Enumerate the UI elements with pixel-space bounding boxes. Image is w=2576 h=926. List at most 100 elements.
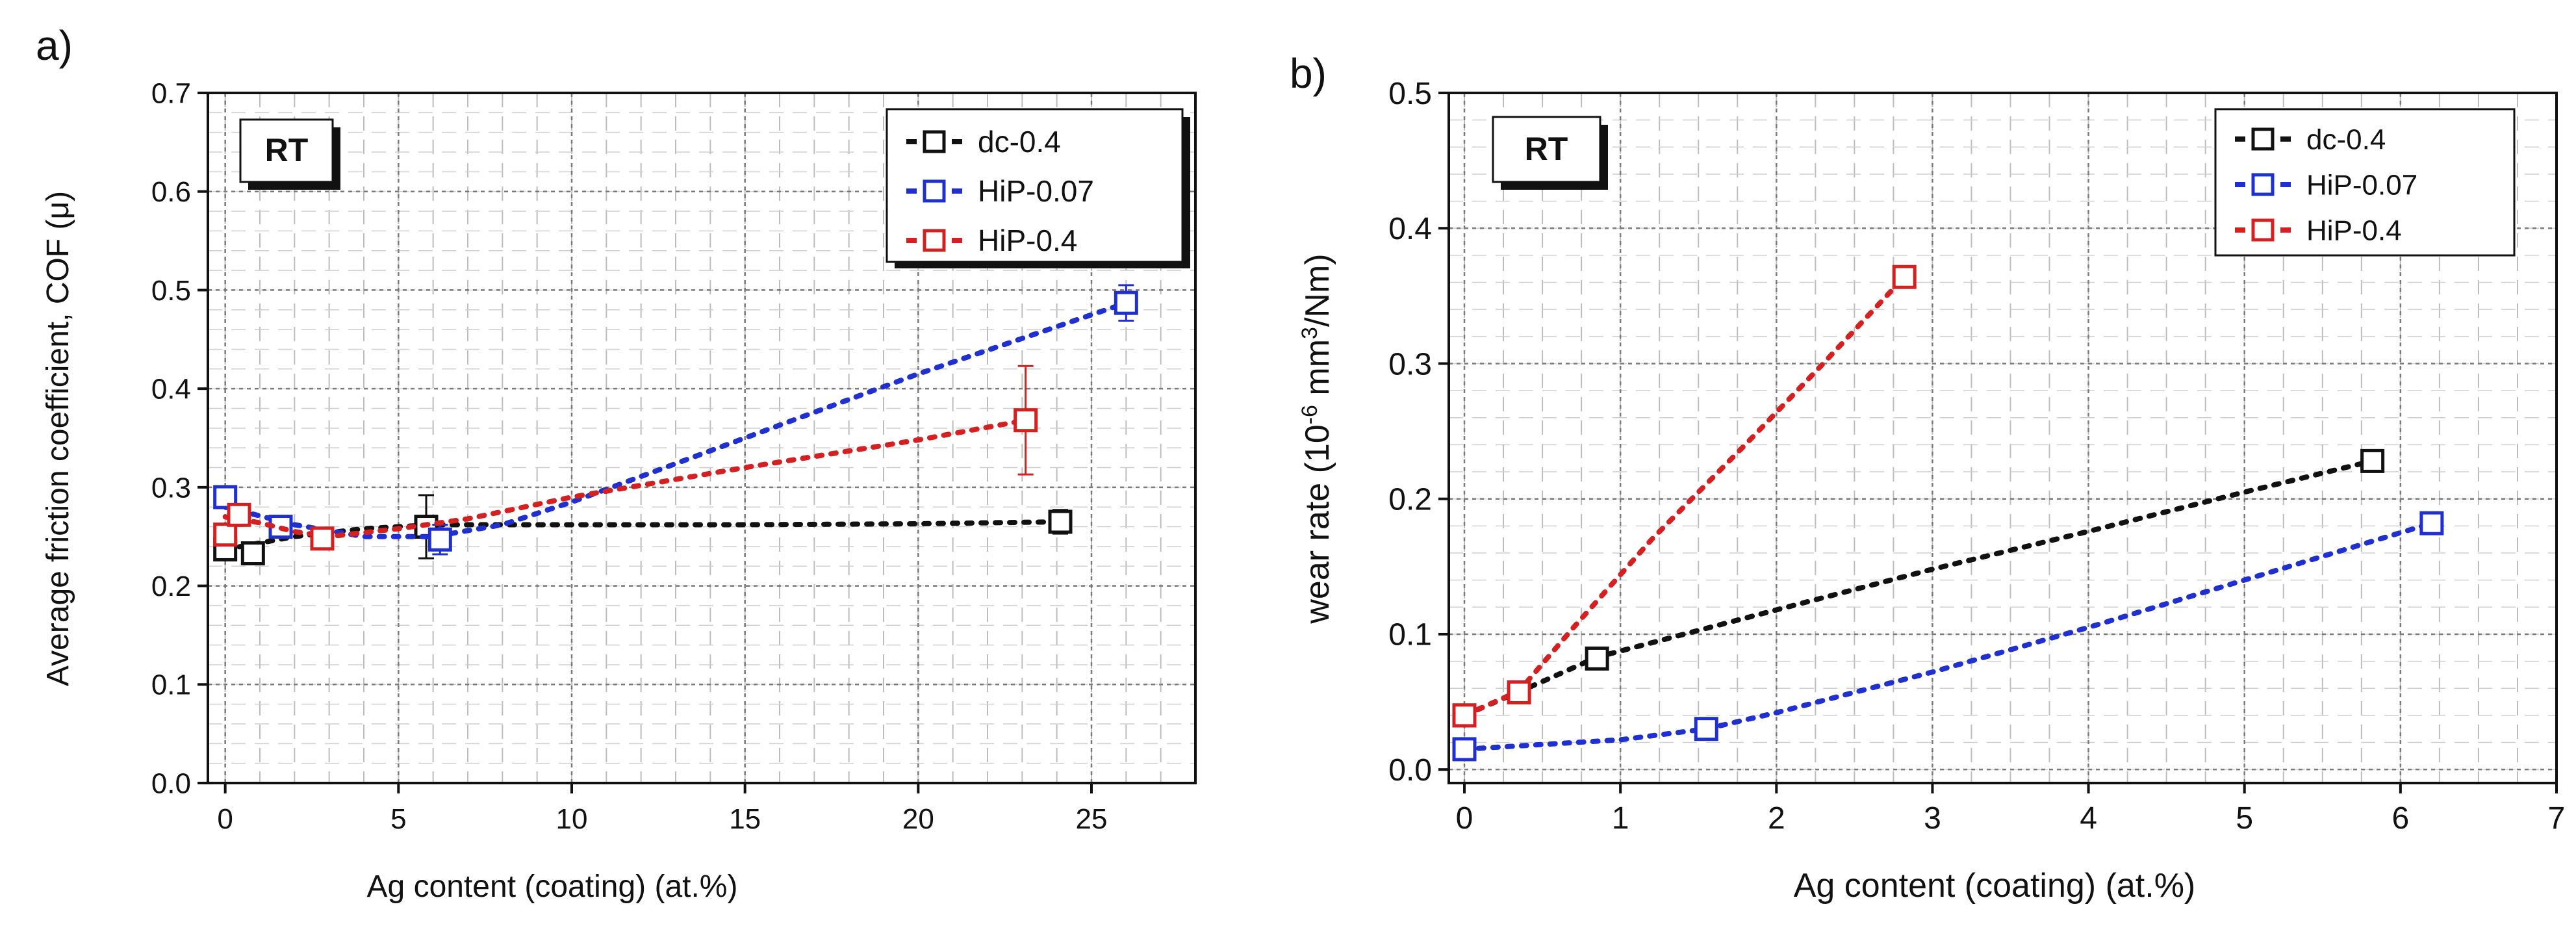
y-tick-label: 0.7 xyxy=(151,77,191,109)
x-tick-label: 6 xyxy=(2392,801,2410,836)
series-dc-0-4 xyxy=(1452,448,2385,728)
y-tick-label: 0.2 xyxy=(151,571,191,602)
legend-label: dc-0.4 xyxy=(2306,123,2386,155)
legend-label: HiP-0.4 xyxy=(978,224,1077,257)
chart-panel-a: a) 0 5 10 15 20 25 0.0 0.1 0.2 0.3 0.4 0.5 0.6 0.7 Ag… xyxy=(36,22,1197,904)
axis-ticks-a: 0 5 10 15 20 25 0.0 0.1 0.2 0.3 0.4 0.5 0.6 0.7 xyxy=(151,77,1108,835)
x-axis-label-b: Ag content (coating) (at.%) xyxy=(1794,867,2196,905)
legend-label: HiP-0.07 xyxy=(2306,169,2417,201)
axis-ticks-b: 0 1 2 3 4 5 6 7 0.0 0.1 0.2 0.3 0.4 0.5 xyxy=(1388,77,2565,836)
plot-area-a xyxy=(207,92,1197,784)
y-axis-label-b-sup1: -6 xyxy=(1297,405,1322,424)
series-layer-b xyxy=(1452,264,2444,762)
data-point xyxy=(213,522,238,547)
legend-marker xyxy=(2251,218,2275,242)
fit-line xyxy=(222,519,1063,552)
data-point xyxy=(2419,511,2444,535)
y-tick-label: 0.4 xyxy=(1388,212,1432,246)
fit-line xyxy=(222,300,1129,539)
legend-label: dc-0.4 xyxy=(978,125,1061,159)
x-tick-label: 7 xyxy=(2548,801,2566,836)
series-hip-0-4 xyxy=(1452,264,1917,728)
legend-a: dc-0.4 HiP-0.07 HiP-0.4 xyxy=(886,108,1190,268)
legend-entries-b: dc-0.4 HiP-0.07 HiP-0.4 xyxy=(2235,123,2417,246)
y-axis-label-b-part2: mm xyxy=(1299,339,1336,405)
legend-marker xyxy=(2251,173,2275,196)
y-tick-label: 0.1 xyxy=(1388,618,1432,652)
y-tick-label: 0.5 xyxy=(151,275,191,307)
x-axis-label-a: Ag content (coating) (at.%) xyxy=(367,869,738,904)
data-point xyxy=(1694,717,1718,741)
data-point xyxy=(227,502,251,527)
y-axis-label-b-sup2: 3 xyxy=(1297,327,1322,339)
series-dc-0-4 xyxy=(213,494,1073,566)
y-tick-label: 0.4 xyxy=(151,374,191,405)
x-tick-label: 2 xyxy=(1768,801,1785,836)
fit-line xyxy=(1462,521,2434,752)
panel-label-a: a) xyxy=(36,22,73,69)
y-tick-label: 0.1 xyxy=(151,669,191,701)
rt-badge-b: RT xyxy=(1492,116,1608,190)
legend-shadow-side-a xyxy=(1182,117,1190,268)
legend-marker xyxy=(923,179,946,203)
panel-label-b: b) xyxy=(1290,50,1327,97)
rt-badge-text-a: RT xyxy=(265,132,309,168)
data-point xyxy=(240,541,265,566)
legend-marker xyxy=(923,229,946,252)
data-point xyxy=(1048,509,1073,534)
fit-line xyxy=(1462,458,2375,718)
data-point xyxy=(1014,408,1038,433)
y-tick-label: 0.5 xyxy=(1388,77,1432,111)
x-tick-label: 5 xyxy=(2236,801,2253,836)
data-point xyxy=(1892,264,1917,289)
plot-frame-a xyxy=(207,92,1197,784)
x-tick-label: 4 xyxy=(2080,801,2097,836)
plot-frame-b xyxy=(1447,92,2558,784)
x-tick-label: 0 xyxy=(217,803,233,835)
series-hip-0-07 xyxy=(1452,511,2444,762)
legend-label: HiP-0.07 xyxy=(978,174,1094,208)
data-point xyxy=(310,526,335,551)
legend-marker xyxy=(2251,127,2275,151)
series-hip-0-07 xyxy=(213,284,1138,556)
y-axis-label-a: Average friction coefficient, COF (μ) xyxy=(41,191,75,686)
legend-marker xyxy=(923,130,946,153)
data-point xyxy=(1585,646,1609,671)
legend-b: dc-0.4 HiP-0.07 HiP-0.4 xyxy=(2214,108,2516,257)
rt-badge-a: RT xyxy=(239,118,340,190)
data-point xyxy=(1114,290,1138,315)
fit-line xyxy=(222,417,1028,539)
data-point xyxy=(1452,703,1477,728)
y-axis-label-b-part1: wear rate (10 xyxy=(1299,424,1336,624)
x-tick-label: 20 xyxy=(902,803,934,835)
data-point xyxy=(427,527,452,552)
fit-line xyxy=(1462,274,1907,718)
data-point xyxy=(1452,737,1477,762)
legend-entries-a: dc-0.4 HiP-0.07 HiP-0.4 xyxy=(906,125,1094,257)
x-tick-label: 3 xyxy=(1924,801,1941,836)
x-tick-label: 5 xyxy=(390,803,406,835)
x-tick-label: 0 xyxy=(1456,801,1473,836)
data-point xyxy=(1507,680,1531,704)
legend-label: HiP-0.4 xyxy=(2306,214,2402,246)
y-tick-label: 0.3 xyxy=(151,472,191,504)
rt-badge-box-a xyxy=(239,118,334,183)
x-tick-label: 1 xyxy=(1612,801,1629,836)
y-axis-label-b: wear rate (10-6 mm3/Nm) xyxy=(1297,253,1336,624)
series-layer-a xyxy=(213,284,1138,566)
y-tick-label: 0.3 xyxy=(1388,347,1432,381)
rt-badge-box-b xyxy=(1492,116,1601,183)
y-tick-label: 0.2 xyxy=(1388,483,1432,517)
y-axis-label-b-part3: /Nm) xyxy=(1299,253,1336,327)
legend-shadow-a xyxy=(895,262,1190,268)
series-hip-0-4 xyxy=(213,365,1038,551)
data-point xyxy=(2360,448,2385,473)
y-tick-label: 0.0 xyxy=(1388,753,1432,788)
x-tick-label: 15 xyxy=(729,803,761,835)
y-tick-label: 0.6 xyxy=(151,176,191,208)
x-tick-label: 10 xyxy=(556,803,588,835)
rt-badge-text-b: RT xyxy=(1525,131,1568,167)
x-tick-label: 25 xyxy=(1076,803,1108,835)
y-tick-label: 0.0 xyxy=(151,767,191,799)
